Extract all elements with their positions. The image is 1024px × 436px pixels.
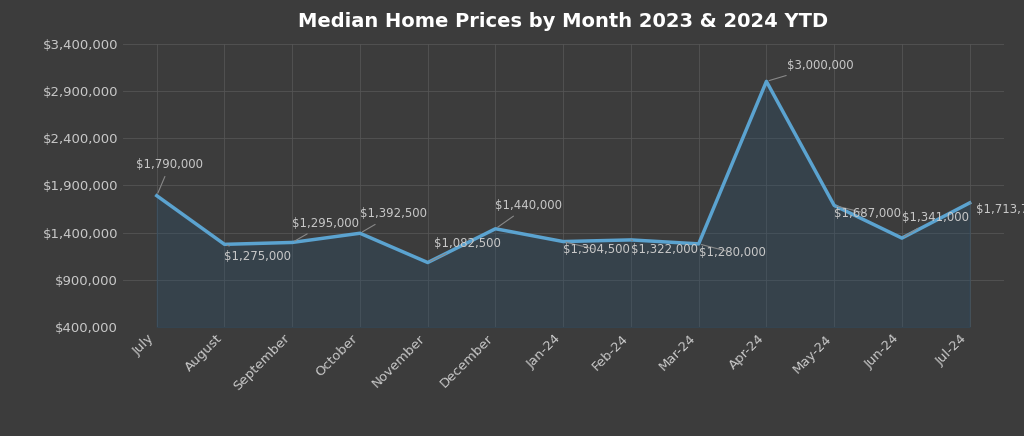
Text: $1,082,500: $1,082,500: [430, 237, 502, 261]
Text: $1,687,000: $1,687,000: [835, 206, 901, 220]
Text: $1,790,000: $1,790,000: [136, 158, 204, 193]
Text: $1,392,500: $1,392,500: [360, 207, 427, 232]
Text: $1,275,000: $1,275,000: [224, 245, 292, 263]
Text: $3,000,000: $3,000,000: [769, 59, 853, 81]
Text: $1,304,500: $1,304,500: [563, 242, 630, 256]
Text: $1,295,000: $1,295,000: [292, 217, 359, 241]
Text: $1,322,000: $1,322,000: [631, 240, 698, 256]
Text: $1,341,000: $1,341,000: [902, 211, 969, 237]
Title: Median Home Prices by Month 2023 & 2024 YTD: Median Home Prices by Month 2023 & 2024 …: [298, 12, 828, 31]
Text: $1,713,750: $1,713,750: [970, 203, 1024, 216]
Text: $1,440,000: $1,440,000: [496, 199, 562, 227]
Text: $1,280,000: $1,280,000: [698, 245, 766, 259]
